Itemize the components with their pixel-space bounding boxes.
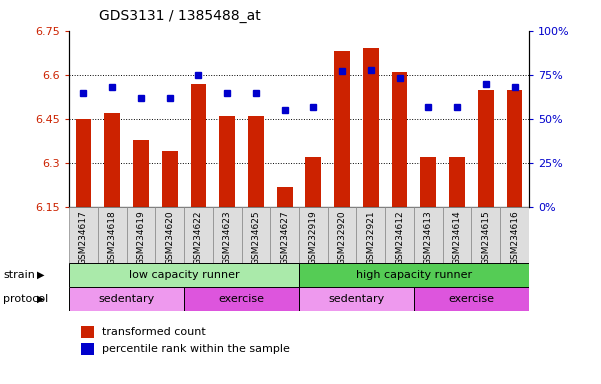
Text: percentile rank within the sample: percentile rank within the sample <box>102 344 290 354</box>
Text: GDS3131 / 1385488_at: GDS3131 / 1385488_at <box>99 9 261 23</box>
Bar <box>127 207 155 263</box>
Text: GSM234620: GSM234620 <box>165 210 174 265</box>
Bar <box>81 326 94 338</box>
Bar <box>242 207 270 263</box>
Text: GSM234613: GSM234613 <box>424 210 433 265</box>
Bar <box>184 287 299 311</box>
Text: GSM234616: GSM234616 <box>510 210 519 265</box>
Text: low capacity runner: low capacity runner <box>129 270 239 280</box>
Bar <box>507 89 522 207</box>
Bar <box>500 207 529 263</box>
Bar <box>191 84 206 207</box>
Text: strain: strain <box>3 270 35 280</box>
Text: GSM232921: GSM232921 <box>367 210 376 265</box>
Text: exercise: exercise <box>448 294 495 304</box>
Text: ▶: ▶ <box>37 270 44 280</box>
Text: GSM234627: GSM234627 <box>280 210 289 265</box>
Bar <box>105 113 120 207</box>
Text: protocol: protocol <box>3 294 48 304</box>
Text: GSM234623: GSM234623 <box>222 210 231 265</box>
Text: GSM234615: GSM234615 <box>481 210 490 265</box>
Text: sedentary: sedentary <box>99 294 154 304</box>
Bar <box>248 116 264 207</box>
Bar <box>133 140 149 207</box>
Bar <box>299 263 529 287</box>
Text: GSM234618: GSM234618 <box>108 210 117 265</box>
Bar <box>305 157 322 207</box>
Bar <box>219 116 235 207</box>
Bar <box>276 187 293 207</box>
Bar <box>76 119 91 207</box>
Bar <box>69 263 299 287</box>
Text: ▶: ▶ <box>37 294 44 304</box>
Bar <box>162 151 177 207</box>
Text: GSM234614: GSM234614 <box>453 210 462 265</box>
Bar <box>385 207 414 263</box>
Text: GSM234625: GSM234625 <box>251 210 260 265</box>
Text: transformed count: transformed count <box>102 327 206 337</box>
Text: exercise: exercise <box>219 294 264 304</box>
Bar <box>98 207 127 263</box>
Text: GSM232919: GSM232919 <box>309 210 318 265</box>
Bar <box>414 207 443 263</box>
Text: high capacity runner: high capacity runner <box>356 270 472 280</box>
Bar <box>356 207 385 263</box>
Bar <box>328 207 356 263</box>
Bar <box>155 207 184 263</box>
Bar <box>392 72 407 207</box>
Bar <box>69 287 184 311</box>
Bar <box>184 207 213 263</box>
Text: GSM232920: GSM232920 <box>338 210 347 265</box>
Bar <box>299 207 328 263</box>
Bar <box>81 343 94 355</box>
Text: GSM234612: GSM234612 <box>395 210 404 265</box>
Bar <box>334 51 350 207</box>
Bar <box>478 89 493 207</box>
Bar <box>270 207 299 263</box>
Bar <box>443 207 471 263</box>
Text: GSM234622: GSM234622 <box>194 210 203 265</box>
Bar <box>363 48 379 207</box>
Bar <box>421 157 436 207</box>
Text: GSM234619: GSM234619 <box>136 210 145 265</box>
Text: GSM234617: GSM234617 <box>79 210 88 265</box>
Bar <box>414 287 529 311</box>
Text: sedentary: sedentary <box>328 294 385 304</box>
Bar <box>213 207 242 263</box>
Bar <box>69 207 98 263</box>
Bar <box>299 287 414 311</box>
Bar <box>471 207 500 263</box>
Bar <box>449 157 465 207</box>
